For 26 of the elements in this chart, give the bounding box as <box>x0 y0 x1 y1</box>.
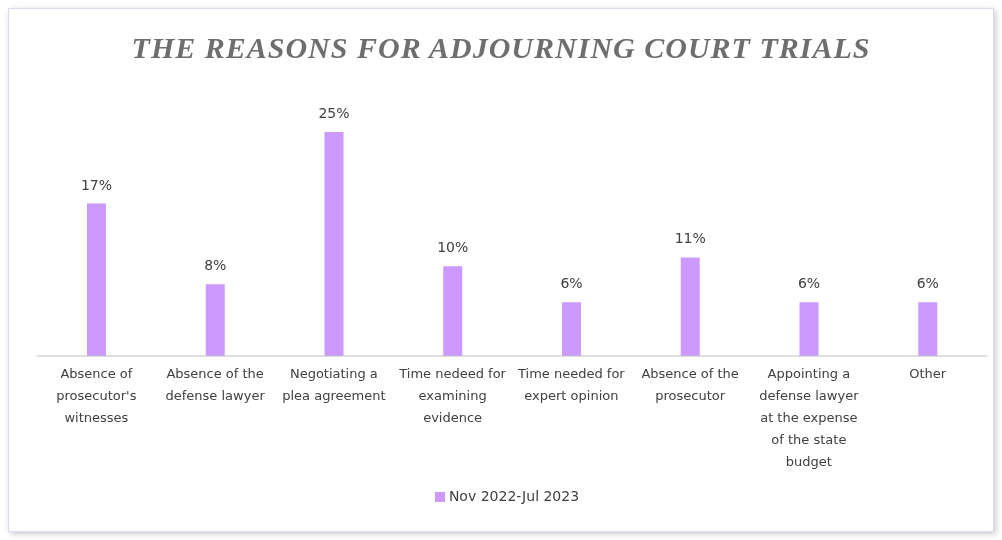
bar <box>205 284 225 356</box>
data-label: 17% <box>80 176 113 193</box>
data-label: 11% <box>674 230 706 247</box>
bar <box>324 131 344 356</box>
legend-label: Nov 2022-Jul 2023 <box>448 488 580 504</box>
chart-title: THE REASONS FOR ADJOURNING COURT TRIALS <box>130 31 872 65</box>
x-tick-label: Time needed for expert opinion <box>517 366 626 403</box>
data-label: 8% <box>204 257 227 274</box>
bar <box>799 302 819 356</box>
x-tick-label: Absence of prosecutor's witnesses <box>56 366 137 425</box>
bar <box>443 266 463 356</box>
data-label: 6% <box>560 275 583 292</box>
x-tick-label: Time nedeed for examining evidence <box>398 366 507 425</box>
x-tick-label: Negotiating a plea agreement <box>282 366 386 403</box>
data-label: 6% <box>797 275 821 292</box>
bar <box>562 302 581 356</box>
data-label: 25% <box>318 104 350 121</box>
data-label: 6% <box>916 275 939 292</box>
x-tick-label: Other <box>909 366 947 381</box>
bar <box>680 257 700 356</box>
bar <box>87 203 106 356</box>
x-tick-label: Appointing a defense lawyer at the expense of the state budget <box>759 366 860 469</box>
x-tick-label: Absence of the defense lawyer <box>165 366 266 403</box>
bar <box>918 302 938 356</box>
x-tick-label: Absence of the prosecutor <box>641 366 739 403</box>
data-label: 10% <box>437 239 469 256</box>
